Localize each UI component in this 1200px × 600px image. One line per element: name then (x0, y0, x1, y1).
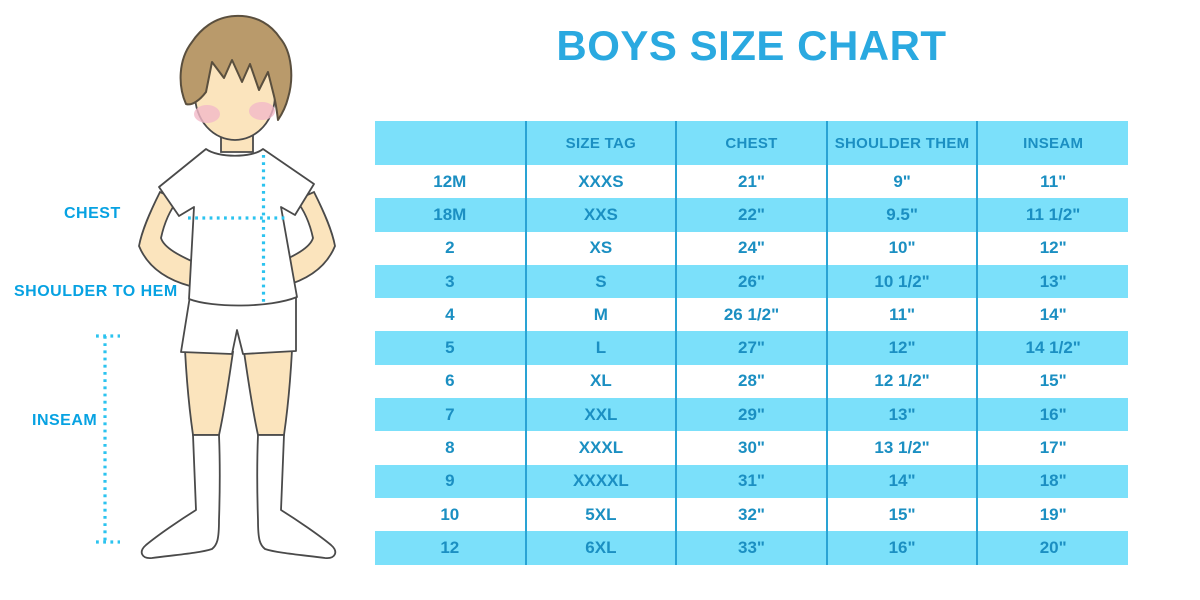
table-cell: 13 1/2" (825, 431, 978, 465)
table-row: 8 XXXL 30" 13 1/2" 17" (375, 431, 1128, 465)
table-cell: 16" (976, 398, 1128, 432)
table-cell: XS (524, 231, 677, 265)
table-cell: 12 (375, 531, 526, 565)
table-cell: 27" (675, 331, 827, 365)
inseam-label: INSEAM (32, 412, 98, 429)
table-cell: XL (524, 364, 677, 399)
table-row: 6 XL 28" 12 1/2" 15" (375, 364, 1128, 399)
chest-label: CHEST (64, 205, 121, 222)
table-cell: 7 (375, 398, 526, 432)
table-row: 2 XS 24" 10" 12" (375, 231, 1128, 265)
table-cell: 17" (976, 431, 1128, 465)
table-cell: M (524, 298, 677, 332)
table-cell: XXXXL (524, 464, 677, 498)
size-table-body: 12M XXXS 21" 9" 11" 18M XXS 22" 9.5" 11 1/2" 2 XS 24… (375, 165, 1128, 565)
table-cell: XXXL (524, 431, 677, 465)
table-row: 4 M 26 1/2" 11" 14" (375, 298, 1128, 332)
header-row: SIZE TAG CHEST SHOULDER THEM INSEAM (375, 121, 1128, 165)
table-row: 12M XXXS 21" 9" 11" (375, 165, 1128, 199)
table-cell: 30" (675, 431, 827, 465)
table-cell: 2 (375, 231, 526, 265)
table-cell: 15" (825, 497, 978, 532)
table-cell: XXXS (524, 165, 677, 199)
table-cell: 5XL (524, 497, 677, 532)
size-table: SIZE TAG CHEST SHOULDER THEM INSEAM 12M X… (375, 121, 1128, 565)
table-cell: 16" (825, 531, 978, 565)
table-cell: L (524, 331, 677, 365)
table-cell: 6XL (524, 531, 677, 565)
table-cell: 21" (675, 165, 827, 199)
table-cell: 29" (675, 398, 827, 432)
table-cell: 10 1/2" (825, 264, 978, 299)
table-row: 12 6XL 33" 16" 20" (375, 531, 1128, 565)
table-cell: 12" (825, 331, 978, 365)
right-sock (256, 434, 337, 559)
table-cell: 15" (976, 364, 1128, 399)
header-cell-chest: CHEST (675, 121, 827, 165)
table-cell: 13" (976, 264, 1128, 299)
boy-figure-area: CHEST SHOULDER TO HEM INSEAM (0, 0, 380, 600)
table-cell: 9.5" (825, 198, 978, 232)
table-cell: 4 (375, 298, 526, 332)
table-cell: 14" (825, 464, 978, 498)
table-row: 5 L 27" 12" 14 1/2" (375, 331, 1128, 365)
table-cell: 28" (675, 364, 827, 399)
right-cheek-blush (249, 102, 275, 120)
page-title: BOYS SIZE CHART (556, 22, 947, 69)
table-row: 18M XXS 22" 9.5" 11 1/2" (375, 198, 1128, 232)
shoulder-to-hem-label: SHOULDER TO HEM (14, 283, 178, 300)
table-cell: 11" (976, 165, 1128, 199)
table-cell: 19" (976, 497, 1128, 532)
t-shirt (158, 148, 315, 307)
table-cell: 22" (675, 198, 827, 232)
table-cell: 12M (375, 165, 526, 199)
left-cheek-blush (194, 105, 220, 123)
table-cell: 3 (375, 264, 526, 299)
table-cell: S (524, 264, 677, 299)
header-cell-size (375, 121, 526, 165)
table-row: 7 XXL 29" 13" 16" (375, 398, 1128, 432)
boy-illustration-icon (96, 14, 337, 559)
header-cell-size-tag: SIZE TAG (524, 121, 677, 165)
table-cell: 8 (375, 431, 526, 465)
table-cell: 14 1/2" (976, 331, 1128, 365)
table-row: 3 S 26" 10 1/2" 13" (375, 264, 1128, 299)
header-cell-shoulder: SHOULDER THEM (825, 121, 978, 165)
table-cell: 6 (375, 364, 526, 399)
table-cell: 11" (825, 298, 978, 332)
table-cell: 11 1/2" (976, 198, 1128, 232)
table-cell: 13" (825, 398, 978, 432)
table-cell: 20" (976, 531, 1128, 565)
table-cell: 9" (825, 165, 978, 199)
header-cell-inseam: INSEAM (976, 121, 1128, 165)
table-cell: 10" (825, 231, 978, 265)
table-cell: 18" (976, 464, 1128, 498)
table-cell: 14" (976, 298, 1128, 332)
table-row: 10 5XL 32" 15" 19" (375, 497, 1128, 532)
table-cell: 33" (675, 531, 827, 565)
table-cell: XXS (524, 198, 677, 232)
left-leg (184, 349, 235, 436)
size-table-header: SIZE TAG CHEST SHOULDER THEM INSEAM (375, 121, 1128, 165)
left-sock (140, 434, 221, 559)
table-cell: 10 (375, 497, 526, 532)
table-cell: XXL (524, 398, 677, 432)
table-cell: 26" (675, 264, 827, 299)
table-cell: 9 (375, 464, 526, 498)
right-leg (242, 349, 293, 436)
table-cell: 24" (675, 231, 827, 265)
table-cell: 12 1/2" (825, 364, 978, 399)
table-row: 9 XXXXL 31" 14" 18" (375, 464, 1128, 498)
hair (179, 14, 293, 121)
table-cell: 31" (675, 464, 827, 498)
table-cell: 32" (675, 497, 827, 532)
table-cell: 18M (375, 198, 526, 232)
table-cell: 5 (375, 331, 526, 365)
table-cell: 12" (976, 231, 1128, 265)
table-cell: 26 1/2" (675, 298, 827, 332)
